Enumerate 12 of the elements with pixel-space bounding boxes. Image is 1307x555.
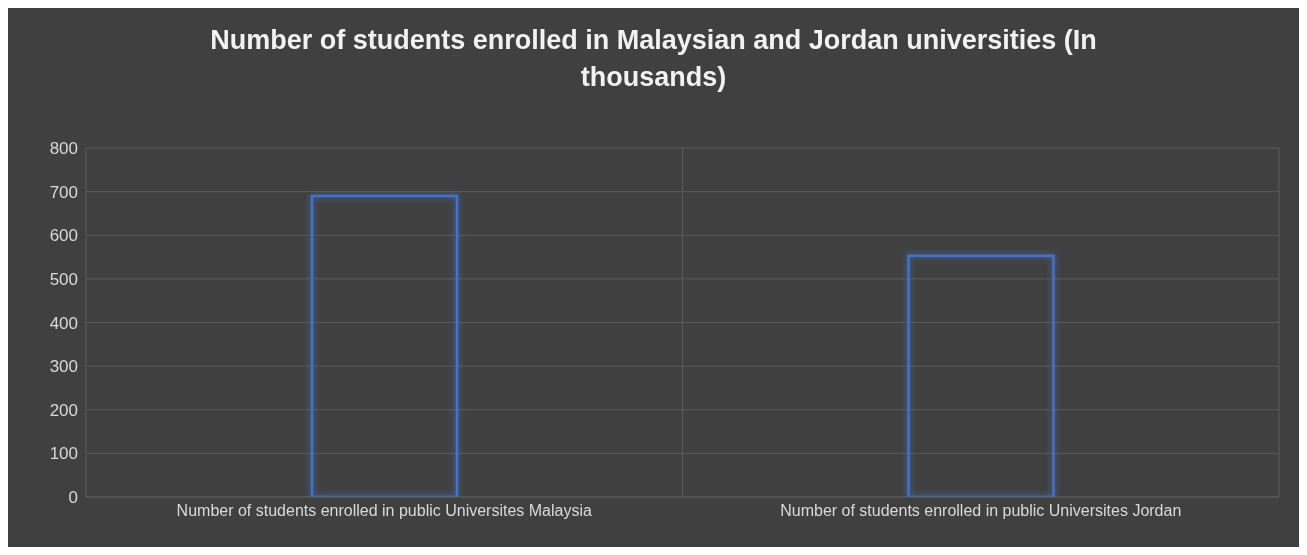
y-tick-label: 300	[49, 357, 78, 377]
y-tick-label: 100	[49, 444, 78, 464]
y-tick-label: 800	[49, 139, 78, 159]
x-tick-label: Number of students enrolled in public Universites Jordan	[780, 502, 1182, 520]
y-tick-label: 200	[49, 400, 78, 420]
y-tick-label: 400	[49, 313, 78, 333]
y-tick-label: 0	[68, 488, 78, 508]
y-tick-label: 700	[49, 182, 78, 202]
chart-title: Number of students enrolled in Malaysian and Jordan universities (In thousands)	[209, 24, 1098, 94]
y-tick-label: 500	[49, 269, 78, 289]
x-tick-label: Number of students enrolled in public Universites Malaysia	[176, 502, 592, 520]
y-tick-label: 600	[49, 226, 78, 246]
